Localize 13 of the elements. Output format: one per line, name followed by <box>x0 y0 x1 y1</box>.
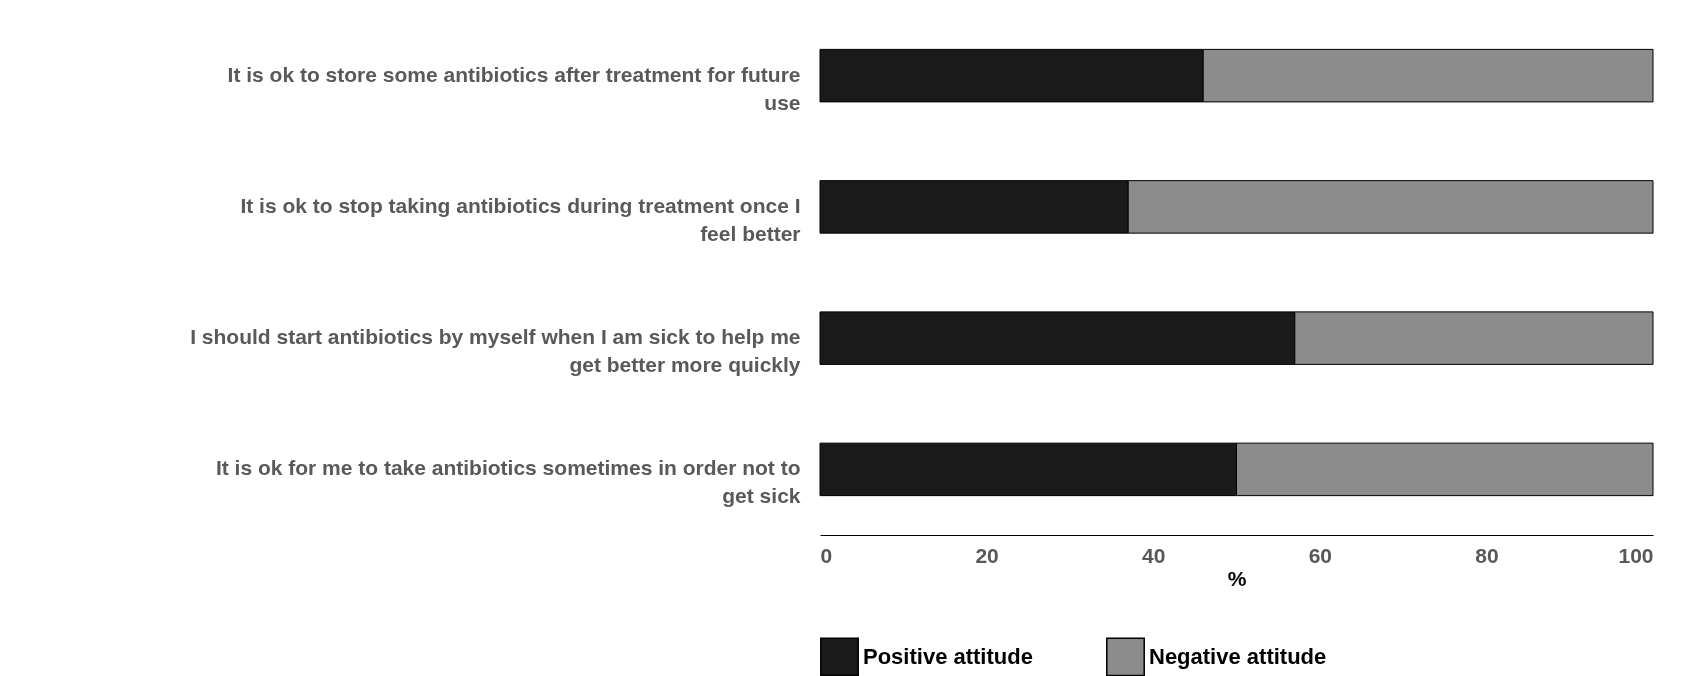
x-tick-label: 20 <box>975 543 999 567</box>
x-tick-label: 60 <box>1308 543 1332 567</box>
legend-label: Positive attitude <box>863 643 1033 669</box>
x-tick-label: 0 <box>820 543 833 567</box>
x-tick-label: 80 <box>1475 543 1499 567</box>
x-tick-label: 40 <box>1142 543 1166 567</box>
y-tick-label: It is ok to stop taking antibiotics during treatment once I feel better <box>240 193 801 245</box>
y-tick-label: I should start antibiotics by myself when I am sick to help me get better more quickly <box>190 325 801 377</box>
x-axis-title: % <box>1227 566 1247 590</box>
legend-label: Negative attitude <box>1149 643 1327 669</box>
x-tick-label: 100 <box>1618 543 1654 567</box>
y-tick-label: It is ok to store some antibiotics after treatment for future use <box>227 62 801 114</box>
y-tick-label: It is ok for me to take antibiotics sometimes in order not to get sick <box>215 456 801 508</box>
